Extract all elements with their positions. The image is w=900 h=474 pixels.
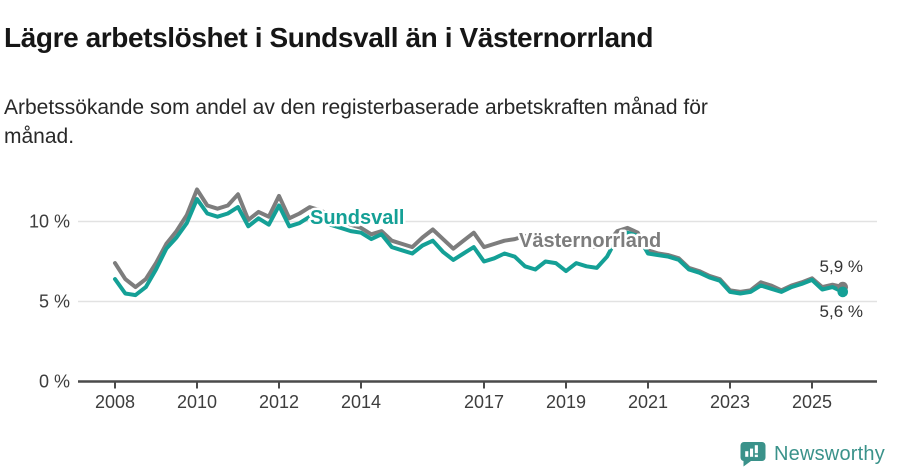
chart-canvas: 0 % 5 % 10 % 2008 2010 2012 2014 2017 2019 2021 20… [29,187,877,412]
x-tick-label: 2025 [792,392,832,412]
newsworthy-wordmark: Newsworthy [774,442,885,465]
series-line-västernorrland [113,187,845,294]
x-tick-label: 2023 [710,392,750,412]
series-label-sundsvall: Sundsvall [310,207,404,229]
subtitle-line-2: månad. [4,125,75,148]
end-value-label-sundsvall: 5,6 % [820,302,863,321]
x-tick-label: 2021 [628,392,668,412]
subtitle-line-1: Arbetssökande som andel av den registerb… [4,96,708,119]
newsworthy-logo-icon [740,442,766,467]
chart-subtitle: Arbetssökande som andel av den registerb… [4,93,864,151]
y-tick-label: 0 % [39,372,70,392]
end-value-label-västernorrland: 5,9 % [820,257,863,276]
page-title: Lägre arbetslöshet i Sundsvall än i Väst… [4,21,654,53]
x-tick-label: 2010 [177,392,217,412]
y-tick-label: 10 % [29,212,70,232]
line-chart: 0 % 5 % 10 % 2008 2010 2012 2014 2017 2019 2021 20… [0,165,900,415]
series-line-sundsvall [113,197,845,298]
x-tick-label: 2019 [546,392,586,412]
x-tick-label: 2014 [341,392,381,412]
y-tick-label: 5 % [39,292,70,312]
series-label-västernorrland: Västernorrland [519,230,661,252]
newsworthy-brand: Newsworthy [739,439,885,469]
x-tick-label: 2017 [464,392,504,412]
x-tick-label: 2008 [95,392,135,412]
x-tick-label: 2012 [259,392,299,412]
end-dot-sundsvall [837,286,849,298]
